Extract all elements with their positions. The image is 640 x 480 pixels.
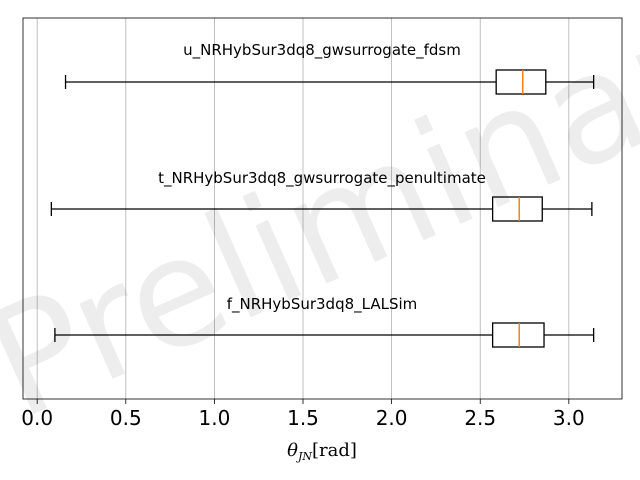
- series-box-group: f_NRHybSur3dq8_LALSim: [54, 295, 595, 348]
- series-box-group: u_NRHybSur3dq8_gwsurrogate_fdsm: [64, 41, 595, 95]
- x-tick-label: 2.5: [464, 406, 496, 430]
- iqr-box: [491, 196, 543, 222]
- x-tick-label: 2.0: [376, 406, 408, 430]
- plot-frame: [22, 17, 623, 400]
- series-label: u_NRHybSur3dq8_gwsurrogate_fdsm: [183, 41, 461, 60]
- series-label: t_NRHybSur3dq8_gwsurrogate_penultimate: [158, 169, 486, 188]
- iqr-box: [495, 69, 547, 95]
- x-axis-ticks: 0.0 0.5 1.0 1.5 2.0 2.5 3.0: [21, 399, 585, 430]
- iqr-box: [491, 322, 545, 348]
- watermark-text: Preliminary: [0, 0, 640, 453]
- series-label: f_NRHybSur3dq8_LALSim: [227, 295, 418, 314]
- x-tick-label: 0.0: [21, 406, 53, 430]
- series-box-group: t_NRHybSur3dq8_gwsurrogate_penultimate: [50, 169, 593, 222]
- x-tick-label: 3.0: [553, 406, 585, 430]
- x-tick-label: 0.5: [110, 406, 142, 430]
- x-tick-label: 1.5: [287, 406, 319, 430]
- x-axis-label: θJN[rad]: [287, 440, 357, 463]
- x-tick-label: 1.0: [198, 406, 230, 430]
- series-boxes: u_NRHybSur3dq8_gwsurrogate_fdsm t_NRHybSu…: [50, 41, 595, 348]
